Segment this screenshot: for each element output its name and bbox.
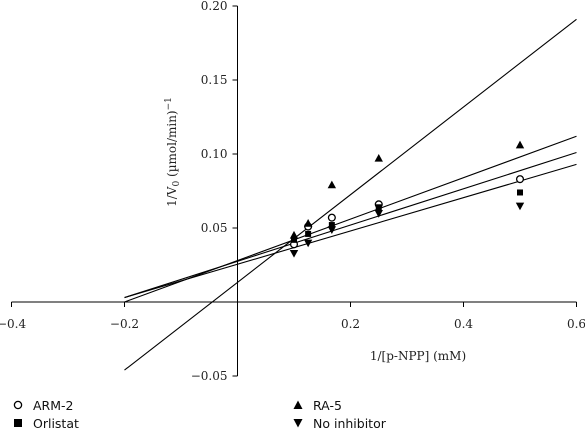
data-point-orlistat [305, 230, 312, 237]
legend-marker-arm-2 [13, 400, 23, 410]
legend: ARM-2 RA-5 Orlistat No inhibitor [0, 395, 585, 432]
y-axis-label-subscript: 0 [172, 181, 182, 187]
legend-marker-ra-5 [293, 400, 303, 409]
data-point-orlistat [328, 222, 335, 229]
y-tick-label: 0.15 [201, 73, 228, 87]
y-axis-label-main: 1/V [165, 186, 179, 207]
fit-line-orlistat [124, 135, 577, 303]
y-tick-label: 0.10 [201, 147, 228, 161]
legend-label-no-inhibitor: No inhibitor [313, 415, 386, 431]
legend-label-orlistat: Orlistat [33, 415, 79, 431]
data-point-no-inhibitor [327, 226, 337, 234]
x-axis-label: 1/[p-NPP] (mM) [370, 349, 466, 363]
data-point-orlistat [291, 236, 297, 243]
legend-item-orlistat: Orlistat [12, 414, 79, 432]
y-axis-label-unit: (µmol/min) [165, 110, 179, 180]
fit-line-ra-5 [124, 18, 577, 371]
legend-item-arm-2: ARM-2 [12, 396, 74, 414]
legend-label-ra-5: RA-5 [313, 397, 342, 413]
legend-item-ra-5: RA-5 [292, 396, 342, 414]
axes: −0.4 −0.2 0.2 0.4 0.6 −0.05 0.05 0.10 0.15 0.20 [0, 0, 585, 383]
data-point-no-inhibitor [374, 210, 383, 218]
data-point-no-inhibitor [303, 239, 313, 248]
y-tick-label: −0.05 [191, 369, 228, 383]
y-axis-label: 1/V0 (µmol/min)−1 [164, 97, 182, 207]
x-tick-label: 0.2 [341, 317, 360, 331]
legend-item-no-inhibitor: No inhibitor [292, 414, 386, 432]
data-point-ra-5 [327, 180, 337, 189]
fit-line-arm-2 [124, 151, 577, 299]
data-point-arm-2 [515, 175, 525, 184]
data-point-ra-5 [303, 219, 313, 227]
data-point-no-inhibitor [515, 202, 525, 211]
data-point-arm-2 [327, 213, 336, 222]
fit-lines [124, 18, 577, 371]
data-points [289, 140, 525, 258]
data-point-ra-5 [515, 140, 525, 149]
fit-line-no-inhibitor [124, 163, 577, 299]
x-tick-label: 0.6 [567, 317, 585, 331]
data-point-no-inhibitor [289, 249, 299, 258]
y-tick-label: 0.05 [201, 221, 228, 235]
data-point-ra-5 [374, 153, 383, 162]
y-tick-label: 0.20 [201, 0, 228, 13]
x-tick-label: −0.4 [0, 317, 26, 331]
legend-marker-orlistat [14, 419, 22, 427]
data-point-orlistat [375, 204, 382, 211]
data-point-orlistat [517, 189, 523, 196]
x-tick-label: −0.2 [110, 317, 139, 331]
y-axis-label-superscript: −1 [164, 97, 174, 110]
legend-label-arm-2: ARM-2 [33, 397, 74, 413]
x-tick-label: 0.4 [454, 317, 473, 331]
data-point-ra-5 [289, 230, 299, 239]
legend-marker-no-inhibitor [293, 419, 303, 428]
